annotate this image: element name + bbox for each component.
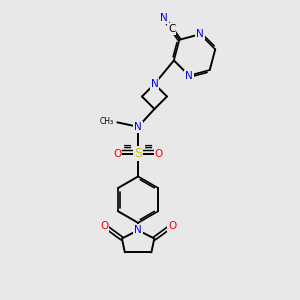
Text: N: N [160,13,168,23]
Text: N: N [151,79,158,89]
Text: C: C [168,24,176,34]
Text: O: O [100,221,108,231]
Text: =: = [123,142,132,152]
Text: N: N [134,122,142,132]
Text: N: N [196,29,204,39]
Text: O: O [113,148,122,159]
Text: =: = [144,142,153,152]
Text: N: N [185,70,193,81]
Text: N: N [134,225,142,235]
Text: O: O [168,221,176,231]
Text: O: O [155,148,163,159]
Text: CH₃: CH₃ [100,117,114,126]
Text: S: S [134,147,142,160]
